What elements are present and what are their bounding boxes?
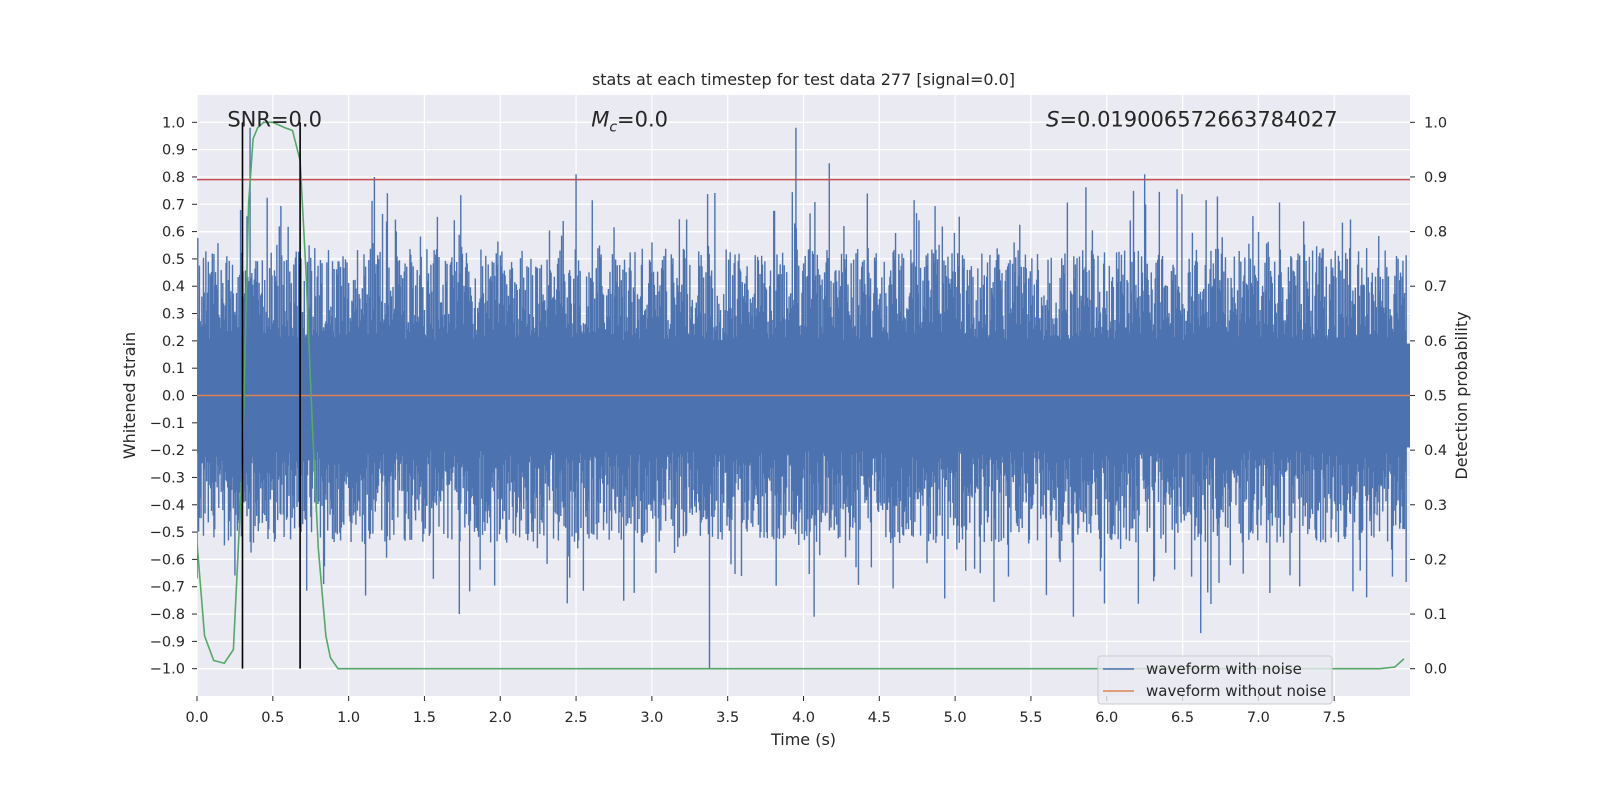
y-axis-label: Whitened strain: [120, 332, 139, 459]
y-tick-label: −0.6: [150, 552, 185, 568]
y-tick-label: 0.8: [162, 170, 185, 186]
y-tick-label: −0.2: [150, 443, 185, 459]
x-tick-label: 5.5: [1019, 710, 1042, 726]
x-axis-label: Time (s): [770, 730, 836, 749]
annotation-mc-value: =0.0: [617, 107, 668, 131]
x-tick-label: 7.5: [1323, 710, 1346, 726]
y-tick-label: 0.6: [162, 225, 185, 241]
x-tick-label: 0.0: [185, 710, 208, 726]
chart-title: stats at each timestep for test data 277…: [592, 70, 1015, 89]
annotation-s: S=0.019006572663784027: [1046, 107, 1337, 131]
series-line-detection-probability: [197, 121, 1405, 670]
y2-tick-label: 0.5: [1424, 389, 1447, 405]
y-tick-label: 0.0: [162, 389, 185, 405]
y-tick-label: 0.5: [162, 252, 185, 268]
y2-tick-label: 0.6: [1424, 334, 1447, 350]
y-tick-label: 0.9: [162, 143, 185, 159]
y-tick-label: 0.4: [162, 279, 185, 295]
x-tick-label: 4.0: [792, 710, 815, 726]
y2-tick-label: 0.4: [1424, 443, 1447, 459]
y2-tick-label: 0.7: [1424, 279, 1447, 295]
x-tick-label: 2.5: [565, 710, 588, 726]
y2-tick-label: 0.9: [1424, 170, 1447, 186]
y-axis-right: 1.0 0.9 0.8 0.7 0.6 0.5 0.4 0.3 0.2 0.1 0.0: [1410, 115, 1447, 678]
y2-tick-label: 0.8: [1424, 225, 1447, 241]
y-tick-label: −0.4: [150, 498, 185, 514]
x-tick-label: 0.5: [261, 710, 284, 726]
y-tick-label: 0.7: [162, 197, 185, 213]
x-tick-label: 1.5: [413, 710, 436, 726]
x-tick-label: 3.0: [640, 710, 663, 726]
y2-tick-label: 0.0: [1424, 662, 1447, 678]
legend-box: [1097, 655, 1333, 705]
y2-axis-label: Detection probability: [1452, 311, 1471, 479]
x-axis: 0.0 0.5 1.0 1.5 2.0 2.5 3.0 3.5 4.0 4.5 5.0 5.5 6.0 6…: [185, 696, 1346, 726]
x-tick-label: 6.5: [1171, 710, 1194, 726]
x-tick-label: 1.0: [337, 710, 360, 726]
x-tick-label: 4.5: [868, 710, 891, 726]
legend-label-without-noise: waveform without noise: [1146, 682, 1326, 700]
annotation-mc-subscript: c: [609, 119, 617, 135]
y-axis-left: 1.0 0.9 0.8 0.7 0.6 0.5 0.4 0.3 0.2 0.1 0.0 −0.1 −0.…: [150, 115, 197, 678]
annotation-mc-symbol: M: [591, 107, 609, 131]
y2-tick-label: 0.2: [1424, 552, 1447, 568]
annotation-s-symbol: S: [1046, 107, 1059, 131]
y-tick-label: −0.5: [150, 525, 185, 541]
annotation-snr: SNR=0.0: [227, 107, 322, 131]
annotation-s-value: =0.019006572663784027: [1059, 107, 1337, 131]
y-tick-label: 1.0: [162, 115, 185, 131]
x-tick-label: 3.5: [716, 710, 739, 726]
y-tick-label: −1.0: [150, 662, 185, 678]
y-tick-label: 0.1: [162, 361, 185, 377]
legend: waveform with noise waveform without noi…: [1097, 655, 1333, 705]
legend-label-with-noise: waveform with noise: [1146, 660, 1302, 678]
y-tick-label: −0.8: [150, 607, 185, 623]
x-tick-label: 5.0: [944, 710, 967, 726]
y-tick-label: −0.9: [150, 634, 185, 650]
y-tick-label: 0.2: [162, 334, 185, 350]
y-tick-label: −0.1: [150, 416, 185, 432]
annotation-chirp-mass: Mc=0.0: [591, 107, 668, 135]
y2-tick-label: 0.1: [1424, 607, 1447, 623]
y-tick-label: −0.7: [150, 580, 185, 596]
x-tick-label: 6.0: [1095, 710, 1118, 726]
y2-tick-label: 0.3: [1424, 498, 1447, 514]
x-tick-label: 7.0: [1247, 710, 1270, 726]
y-tick-label: 0.3: [162, 307, 185, 323]
x-tick-label: 2.0: [489, 710, 512, 726]
y2-tick-label: 1.0: [1424, 115, 1447, 131]
series-line-with-noise: [197, 127, 1407, 669]
overlay-lines: [197, 121, 1410, 670]
plot-content: [197, 121, 1410, 670]
y-tick-label: −0.3: [150, 470, 185, 486]
